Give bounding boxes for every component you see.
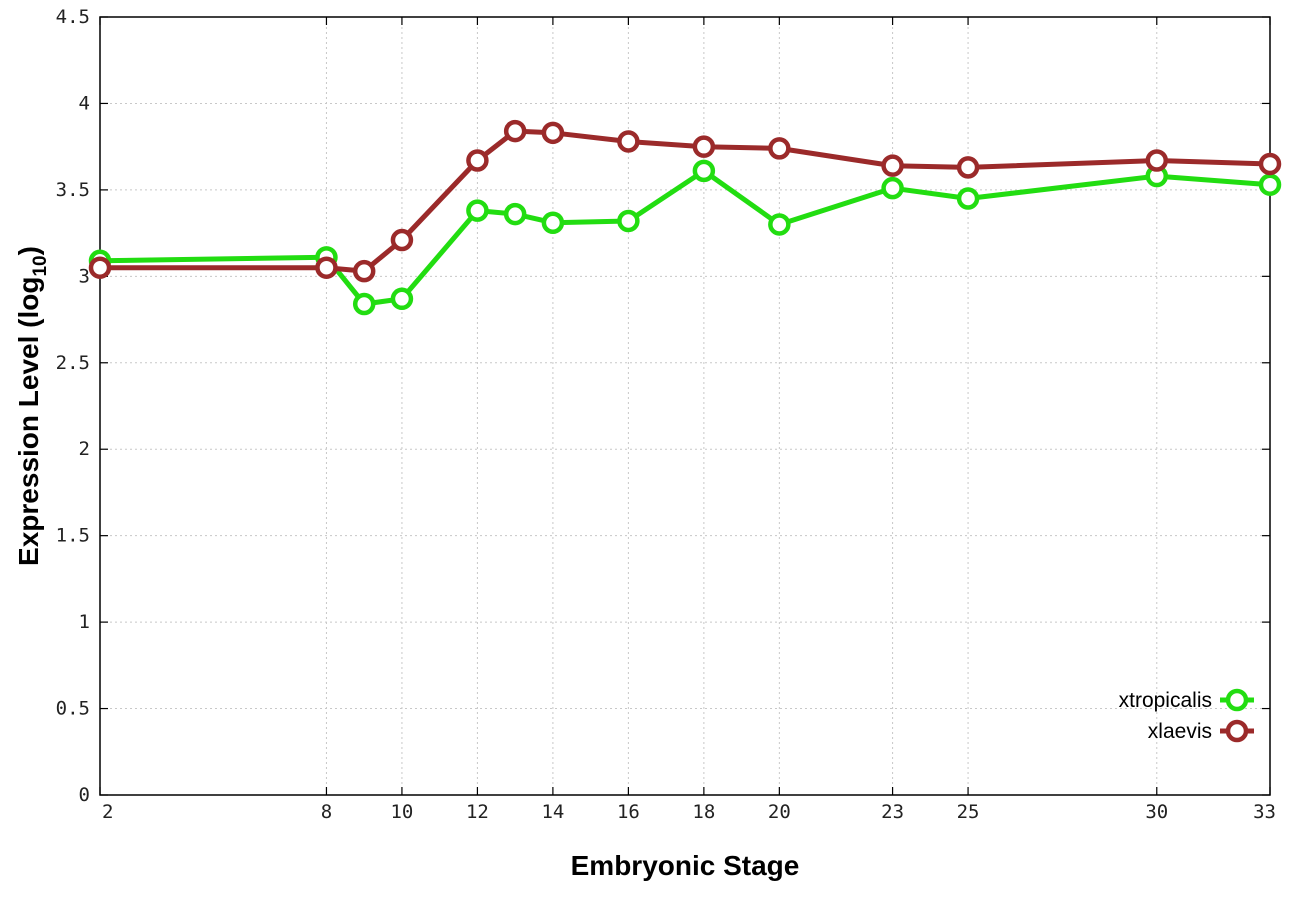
- x-tick-label: 25: [957, 801, 980, 823]
- data-point-xlaevis: [466, 149, 489, 172]
- legend: xtropicalis xlaevis: [1119, 688, 1254, 743]
- x-axis-title: Embryonic Stage: [571, 850, 800, 881]
- x-tick-label: 14: [541, 801, 564, 823]
- data-point-xtropicalis: [352, 292, 376, 316]
- data-point-xlaevis: [1145, 149, 1169, 172]
- axis-ticks: 0 0.5 1 1.5 2 2.5 3 3.5 4 4.5 2 8 10 12 14 16 18 20 23 25 30…: [56, 6, 1276, 823]
- data-point-xtropicalis: [466, 199, 489, 222]
- y-tick-label: 0: [79, 784, 90, 806]
- x-tick-label: 16: [617, 801, 640, 823]
- data-point-xtropicalis: [617, 209, 640, 233]
- series-line-xlaevis: [100, 128, 1271, 274]
- data-point-xlaevis: [541, 121, 565, 145]
- data-point-xlaevis: [768, 137, 791, 160]
- series-line-xtropicalis: [99, 168, 1271, 307]
- y-tick-label: 3.5: [56, 179, 90, 201]
- y-axis-title: Expression Level (log10): [13, 246, 51, 566]
- legend-marker-xlaevis: [1225, 719, 1249, 743]
- x-tick-label: 20: [768, 801, 791, 823]
- x-tick-label: 30: [1145, 801, 1168, 823]
- legend-label-xtropicalis: xtropicalis: [1119, 689, 1212, 712]
- data-point-xtropicalis: [956, 187, 980, 210]
- data-point-xtropicalis: [503, 202, 527, 226]
- x-tick-label: 18: [692, 801, 715, 823]
- y-axis-title-subscript: 10: [30, 255, 51, 276]
- y-axis-title-close: ): [13, 246, 44, 255]
- y-tick-label: 2: [79, 438, 90, 460]
- legend-marker-xtropicalis: [1225, 688, 1249, 712]
- legend-label-xlaevis: xlaevis: [1148, 720, 1212, 743]
- data-point-xlaevis: [390, 228, 414, 252]
- x-tick-label: 33: [1253, 801, 1276, 823]
- data-point-xlaevis: [315, 256, 338, 279]
- data-point-xlaevis: [881, 154, 904, 177]
- series: [88, 119, 1282, 316]
- data-point-xlaevis: [352, 259, 376, 283]
- data-point-xlaevis: [617, 130, 640, 153]
- x-tick-label: 2: [102, 801, 113, 823]
- y-tick-label: 4: [79, 92, 90, 114]
- data-point-xtropicalis: [768, 213, 791, 236]
- x-tick-label: 23: [881, 801, 904, 823]
- y-tick-label: 2.5: [56, 352, 90, 374]
- data-point-xlaevis: [692, 135, 716, 158]
- y-tick-label: 1.5: [56, 525, 90, 547]
- plot-frame: [99, 16, 1271, 796]
- data-point-xtropicalis: [1258, 173, 1282, 196]
- data-point-xlaevis: [88, 256, 112, 279]
- y-tick-label: 1: [79, 611, 90, 633]
- series-xtropicalis: [88, 159, 1282, 316]
- data-point-xtropicalis: [692, 159, 716, 183]
- data-point-xtropicalis: [541, 211, 565, 234]
- x-tick-label: 12: [466, 801, 489, 823]
- y-axis-title-main: Expression Level (log: [13, 277, 44, 566]
- x-tick-label: 8: [321, 801, 332, 823]
- data-point-xlaevis: [956, 156, 980, 179]
- y-tick-label: 4.5: [56, 6, 90, 28]
- y-tick-label: 3: [79, 265, 90, 287]
- series-xlaevis: [88, 119, 1282, 283]
- y-tick-label: 0.5: [56, 698, 90, 720]
- x-tick-label: 10: [390, 801, 413, 823]
- data-point-xtropicalis: [390, 287, 414, 311]
- data-point-xtropicalis: [881, 176, 904, 200]
- data-point-xlaevis: [503, 119, 527, 143]
- data-point-xlaevis: [1258, 152, 1282, 176]
- grid: [100, 17, 1270, 795]
